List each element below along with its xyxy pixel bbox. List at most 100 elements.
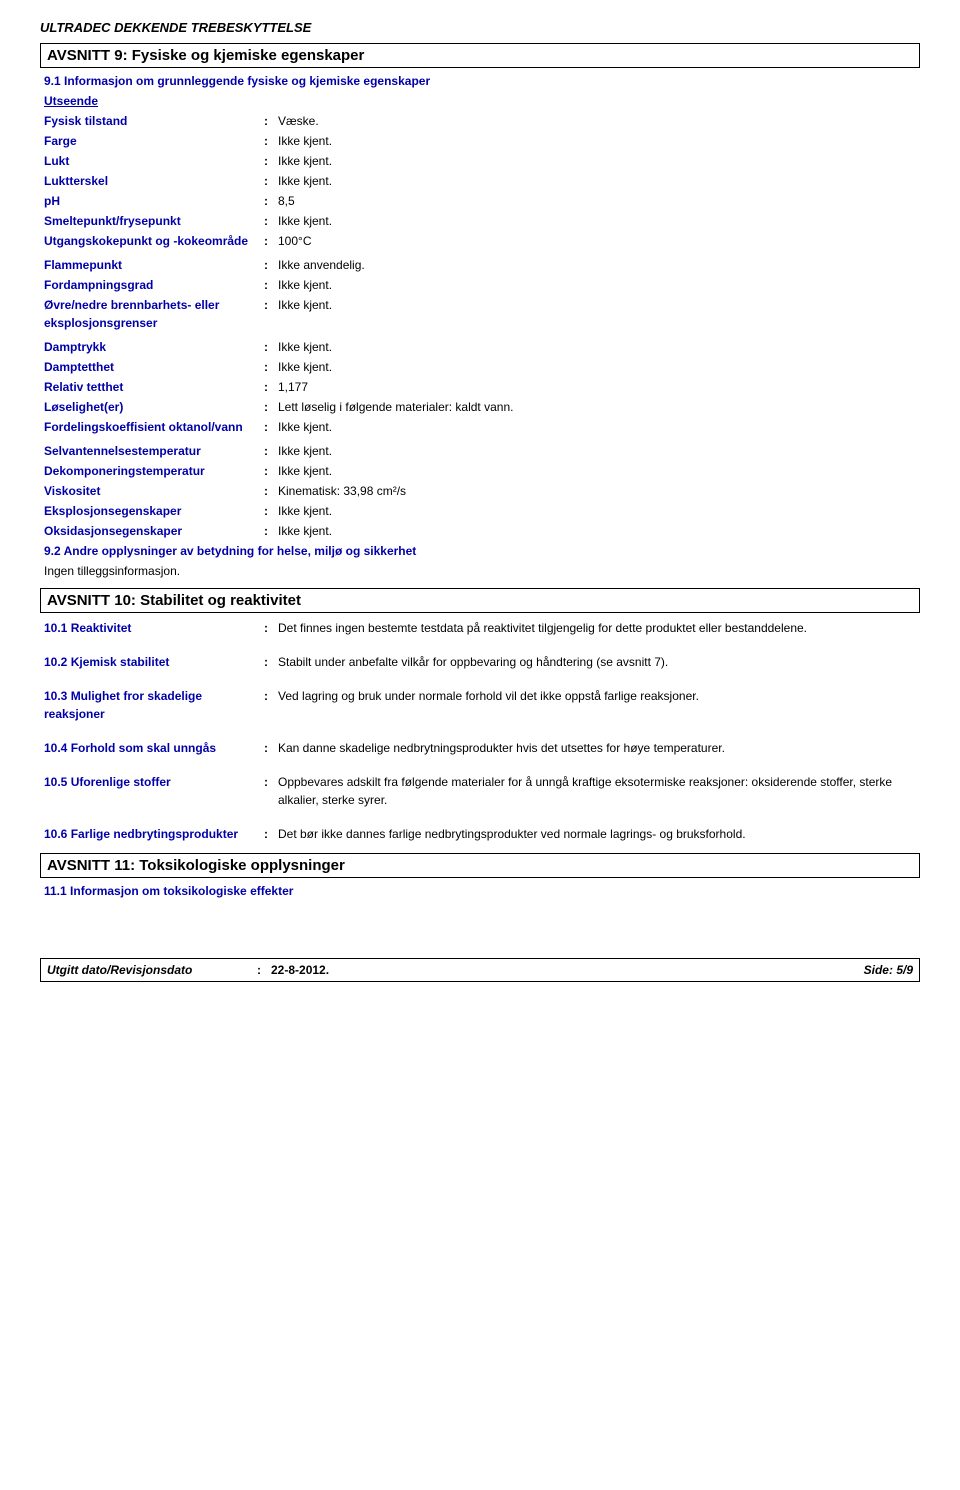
colon: : — [264, 739, 278, 757]
section-11-1-heading: 11.1 Informasjon om toksikologiske effek… — [44, 884, 916, 898]
property-row: Smeltepunkt/frysepunkt:Ikke kjent. — [44, 212, 916, 230]
property-label: Damptetthet — [44, 358, 264, 376]
colon: : — [264, 212, 278, 230]
colon: : — [264, 378, 278, 396]
footer-date-label: Utgitt dato/Revisjonsdato — [47, 963, 257, 977]
property-row: 10.3 Mulighet fror skadelige reaksjoner:… — [44, 687, 916, 723]
property-row: 10.1 Reaktivitet:Det finnes ingen bestem… — [44, 619, 916, 637]
section-9-content: 9.1 Informasjon om grunnleggende fysiske… — [40, 74, 920, 578]
property-value: Ikke kjent. — [278, 152, 916, 170]
colon: : — [264, 502, 278, 520]
property-row: Flammepunkt:Ikke anvendelig. — [44, 256, 916, 274]
property-value: Væske. — [278, 112, 916, 130]
property-value: Kinematisk: 33,98 cm²/s — [278, 482, 916, 500]
colon: : — [264, 773, 278, 809]
property-row: Fordelingskoeffisient oktanol/vann:Ikke … — [44, 418, 916, 436]
property-label: Oksidasjonsegenskaper — [44, 522, 264, 540]
colon: : — [264, 653, 278, 671]
property-label: Selvantennelsestemperatur — [44, 442, 264, 460]
property-value: Det finnes ingen bestemte testdata på re… — [278, 619, 916, 637]
property-row: 10.6 Farlige nedbrytingsprodukter:Det bø… — [44, 825, 916, 843]
property-label: Fysisk tilstand — [44, 112, 264, 130]
property-label: Relativ tetthet — [44, 378, 264, 396]
property-value: Ikke kjent. — [278, 502, 916, 520]
property-label: 10.6 Farlige nedbrytingsprodukter — [44, 825, 264, 843]
property-row: Fysisk tilstand:Væske. — [44, 112, 916, 130]
property-value: Ikke kjent. — [278, 442, 916, 460]
property-value: Lett løselig i følgende materialer: kald… — [278, 398, 916, 416]
no-additional-info: Ingen tilleggsinformasjon. — [44, 564, 916, 578]
colon: : — [264, 256, 278, 274]
property-value: Ikke anvendelig. — [278, 256, 916, 274]
colon: : — [264, 418, 278, 436]
footer: Utgitt dato/Revisjonsdato : 22-8-2012. S… — [40, 959, 920, 982]
colon: : — [264, 296, 278, 332]
section-10-content: 10.1 Reaktivitet:Det finnes ingen bestem… — [40, 619, 920, 843]
property-row: Relativ tetthet:1,177 — [44, 378, 916, 396]
property-label: Flammepunkt — [44, 256, 264, 274]
property-value: Ikke kjent. — [278, 522, 916, 540]
property-row: Løselighet(er):Lett løselig i følgende m… — [44, 398, 916, 416]
property-row: Selvantennelsestemperatur:Ikke kjent. — [44, 442, 916, 460]
property-row: Luktterskel:Ikke kjent. — [44, 172, 916, 190]
property-label: Øvre/nedre brennbarhets- eller eksplosjo… — [44, 296, 264, 332]
property-value: Ikke kjent. — [278, 172, 916, 190]
colon: : — [264, 276, 278, 294]
property-row: Fordampningsgrad:Ikke kjent. — [44, 276, 916, 294]
property-value: Ikke kjent. — [278, 338, 916, 356]
section-9-1-heading: 9.1 Informasjon om grunnleggende fysiske… — [44, 74, 916, 88]
property-value: Oppbevares adskilt fra følgende material… — [278, 773, 916, 809]
section-9-header: AVSNITT 9: Fysiske og kjemiske egenskape… — [40, 43, 920, 68]
property-value: Det bør ikke dannes farlige nedbrytingsp… — [278, 825, 916, 843]
document-title: ULTRADEC DEKKENDE TREBESKYTTELSE — [40, 20, 920, 35]
property-label: Dekomponeringstemperatur — [44, 462, 264, 480]
property-label: Eksplosjonsegenskaper — [44, 502, 264, 520]
property-value: Ved lagring og bruk under normale forhol… — [278, 687, 916, 723]
property-value: 1,177 — [278, 378, 916, 396]
colon: : — [264, 619, 278, 637]
property-value: Stabilt under anbefalte vilkår for oppbe… — [278, 653, 916, 671]
footer-page: Side: 5/9 — [864, 963, 913, 977]
property-value: Ikke kjent. — [278, 462, 916, 480]
colon: : — [264, 358, 278, 376]
property-label: 10.5 Uforenlige stoffer — [44, 773, 264, 809]
property-label: Damptrykk — [44, 338, 264, 356]
property-row: Øvre/nedre brennbarhets- eller eksplosjo… — [44, 296, 916, 332]
colon: : — [264, 522, 278, 540]
property-row: pH:8,5 — [44, 192, 916, 210]
property-row: 10.2 Kjemisk stabilitet:Stabilt under an… — [44, 653, 916, 671]
colon: : — [264, 687, 278, 723]
property-row: Damptrykk:Ikke kjent. — [44, 338, 916, 356]
colon: : — [264, 152, 278, 170]
property-value: Kan danne skadelige nedbrytningsprodukte… — [278, 739, 916, 757]
property-label: Løselighet(er) — [44, 398, 264, 416]
colon: : — [264, 112, 278, 130]
property-label: Lukt — [44, 152, 264, 170]
property-row: 10.5 Uforenlige stoffer:Oppbevares adski… — [44, 773, 916, 809]
property-row: Utgangskokepunkt og -kokeområde:100°C — [44, 232, 916, 250]
property-row: Oksidasjonsegenskaper:Ikke kjent. — [44, 522, 916, 540]
property-label: Smeltepunkt/frysepunkt — [44, 212, 264, 230]
colon: : — [264, 232, 278, 250]
property-label: Viskositet — [44, 482, 264, 500]
property-label: 10.2 Kjemisk stabilitet — [44, 653, 264, 671]
property-label: pH — [44, 192, 264, 210]
section-11-content: 11.1 Informasjon om toksikologiske effek… — [40, 884, 920, 898]
colon: : — [264, 172, 278, 190]
colon: : — [264, 825, 278, 843]
property-label: Luktterskel — [44, 172, 264, 190]
property-row: Lukt:Ikke kjent. — [44, 152, 916, 170]
property-value: Ikke kjent. — [278, 296, 916, 332]
colon: : — [264, 132, 278, 150]
property-row: Farge:Ikke kjent. — [44, 132, 916, 150]
property-label: Fordampningsgrad — [44, 276, 264, 294]
property-label: Utgangskokepunkt og -kokeområde — [44, 232, 264, 250]
property-row: Damptetthet:Ikke kjent. — [44, 358, 916, 376]
property-row: Viskositet:Kinematisk: 33,98 cm²/s — [44, 482, 916, 500]
property-label: 10.3 Mulighet fror skadelige reaksjoner — [44, 687, 264, 723]
property-value: 8,5 — [278, 192, 916, 210]
colon: : — [264, 192, 278, 210]
property-label: 10.4 Forhold som skal unngås — [44, 739, 264, 757]
colon: : — [264, 462, 278, 480]
property-row: 10.4 Forhold som skal unngås:Kan danne s… — [44, 739, 916, 757]
